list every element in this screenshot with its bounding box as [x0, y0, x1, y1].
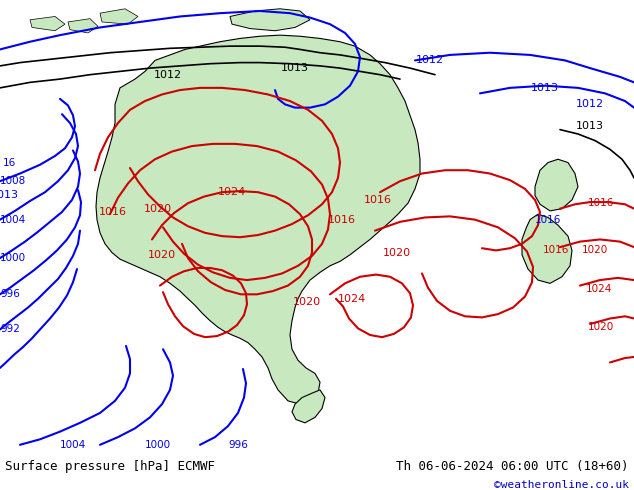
Polygon shape — [96, 35, 420, 404]
Text: 1012: 1012 — [416, 55, 444, 65]
Text: 1004: 1004 — [60, 440, 86, 450]
Text: 1020: 1020 — [582, 245, 608, 255]
Text: 1020: 1020 — [144, 204, 172, 214]
Text: 16: 16 — [3, 158, 16, 168]
Text: Surface pressure [hPa] ECMWF: Surface pressure [hPa] ECMWF — [5, 460, 215, 473]
Text: 1016: 1016 — [535, 215, 561, 224]
Polygon shape — [100, 9, 138, 24]
Text: 1024: 1024 — [338, 294, 366, 304]
Text: 1016: 1016 — [543, 245, 569, 255]
Text: Th 06-06-2024 06:00 UTC (18+60): Th 06-06-2024 06:00 UTC (18+60) — [396, 460, 629, 473]
Polygon shape — [522, 214, 572, 283]
Text: 1020: 1020 — [148, 250, 176, 260]
Text: 1016: 1016 — [328, 215, 356, 224]
Text: 1016: 1016 — [364, 195, 392, 205]
Text: 1020: 1020 — [293, 297, 321, 307]
Text: 992: 992 — [0, 324, 20, 335]
Text: 1008: 1008 — [0, 176, 26, 186]
Polygon shape — [230, 9, 310, 31]
Text: ©weatheronline.co.uk: ©weatheronline.co.uk — [494, 480, 629, 490]
Text: 1013: 1013 — [531, 83, 559, 93]
Text: 1016: 1016 — [99, 207, 127, 217]
Text: 1013: 1013 — [0, 191, 19, 200]
Text: 1024: 1024 — [586, 284, 612, 294]
Polygon shape — [292, 390, 325, 423]
Polygon shape — [535, 159, 578, 211]
Polygon shape — [68, 19, 98, 33]
Text: 1012: 1012 — [154, 70, 182, 80]
Text: 1012: 1012 — [576, 99, 604, 109]
Text: 1020: 1020 — [383, 247, 411, 258]
Text: 996: 996 — [0, 289, 20, 299]
Text: 996: 996 — [228, 440, 248, 450]
Text: 1004: 1004 — [0, 215, 26, 224]
Text: 1013: 1013 — [281, 63, 309, 73]
Text: 1020: 1020 — [588, 322, 614, 332]
Text: 1000: 1000 — [145, 440, 171, 450]
Text: 1000: 1000 — [0, 253, 26, 263]
Text: 1024: 1024 — [218, 187, 246, 197]
Polygon shape — [30, 17, 65, 31]
Text: 1013: 1013 — [576, 122, 604, 131]
Text: 1016: 1016 — [588, 198, 614, 208]
